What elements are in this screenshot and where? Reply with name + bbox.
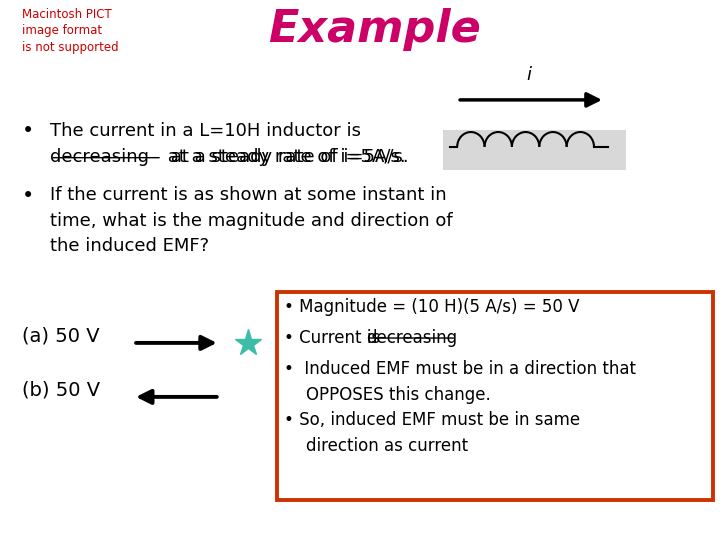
Text: direction as current: direction as current [306, 437, 468, 455]
Text: (b) 50 V: (b) 50 V [22, 381, 100, 400]
Text: decreasing: decreasing [366, 329, 457, 347]
Text: time, what is the magnitude and direction of: time, what is the magnitude and directio… [50, 212, 453, 230]
Text: If the current is as shown at some instant in: If the current is as shown at some insta… [50, 186, 447, 204]
Text: •: • [22, 122, 34, 141]
Text: •  Induced EMF must be in a direction that: • Induced EMF must be in a direction tha… [284, 360, 636, 378]
Text: the induced EMF?: the induced EMF? [50, 237, 210, 255]
Text: OPPOSES this change.: OPPOSES this change. [306, 386, 491, 404]
Bar [277, 292, 713, 500]
Text: image format: image format [22, 24, 102, 37]
Text: • So, induced EMF must be in same: • So, induced EMF must be in same [284, 411, 580, 429]
Text: Example: Example [268, 8, 481, 51]
Text: i: i [527, 66, 531, 84]
Bar [443, 130, 626, 170]
Text: The current in a L=10H inductor is: The current in a L=10H inductor is [50, 122, 361, 139]
Text: is not supported: is not supported [22, 40, 118, 53]
Text: Macintosh PICT: Macintosh PICT [22, 8, 112, 21]
Text: • Current is: • Current is [284, 329, 386, 347]
Text: at a steady rate of i=5A/s.: at a steady rate of i=5A/s. [50, 148, 409, 166]
Text: • Magnitude = (10 H)(5 A/s) = 50 V: • Magnitude = (10 H)(5 A/s) = 50 V [284, 298, 580, 316]
Text: decreasing: decreasing [50, 148, 150, 166]
Text: •: • [22, 186, 34, 206]
Text: at a steady rate of i=5A/s.: at a steady rate of i=5A/s. [162, 148, 405, 166]
Text: (a) 50 V: (a) 50 V [22, 327, 99, 346]
